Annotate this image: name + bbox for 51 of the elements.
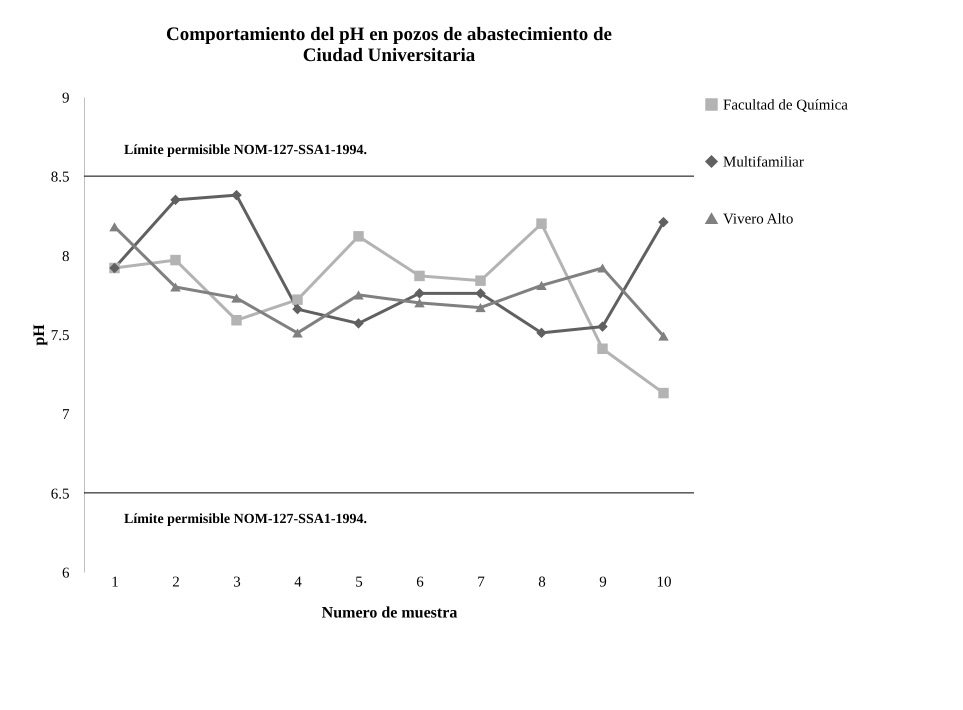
x-tick-label: 1 (111, 574, 119, 590)
point (597, 321, 608, 332)
y-tick-label: 7.5 (50, 328, 70, 344)
y-axis-title: pH (30, 324, 48, 346)
point (292, 304, 303, 314)
point (231, 294, 242, 303)
point (658, 216, 669, 228)
legend-label: Vivero Alto (723, 212, 794, 228)
y-tick-label: 9 (62, 90, 70, 106)
x-tick-label: 10 (656, 574, 672, 590)
point (597, 344, 608, 354)
point (414, 270, 425, 282)
point (170, 282, 181, 292)
point (353, 231, 364, 242)
x-tick-label: 4 (294, 574, 302, 590)
point (231, 190, 242, 200)
point (536, 328, 547, 338)
x-axis-title: Numero de muestra (322, 604, 458, 622)
y-tick-label: 6.5 (50, 486, 70, 502)
ref-line-label: Límite permisible NOM-127-SSA1-1994. (124, 512, 368, 527)
y-tick-label: 7 (62, 407, 70, 424)
point (170, 194, 181, 206)
point (353, 318, 364, 329)
x-tick-label: 7 (477, 574, 486, 590)
point (292, 328, 303, 338)
x-tick-label: 9 (599, 574, 607, 590)
x-tick-label: 3 (233, 574, 241, 590)
legend-label: Facultad de Química (723, 98, 848, 114)
point (414, 298, 425, 308)
point (475, 275, 486, 286)
point (414, 288, 425, 299)
point (292, 294, 303, 305)
point (658, 388, 669, 398)
chart-title: Comportamiento del pH en pozos de abastecimiento de Ciudad Universitaria (166, 24, 612, 66)
x-tick-label: 5 (355, 574, 363, 590)
point (475, 288, 486, 299)
point (597, 263, 608, 273)
point (170, 254, 181, 266)
point (536, 280, 547, 290)
legend-label: Multifamiliar (723, 154, 804, 170)
point (353, 290, 364, 300)
y-tick-label: 8.5 (50, 170, 70, 186)
x-tick-label: 8 (538, 574, 546, 590)
y-tick-label: 8 (62, 248, 70, 265)
point (231, 315, 242, 326)
point (475, 303, 486, 312)
ref-line-label: Límite permisible NOM-127-SSA1-1994. (124, 143, 368, 158)
point (658, 332, 669, 341)
point (536, 218, 547, 229)
x-tick-label: 2 (172, 574, 180, 590)
x-tick-label: 6 (416, 574, 424, 590)
